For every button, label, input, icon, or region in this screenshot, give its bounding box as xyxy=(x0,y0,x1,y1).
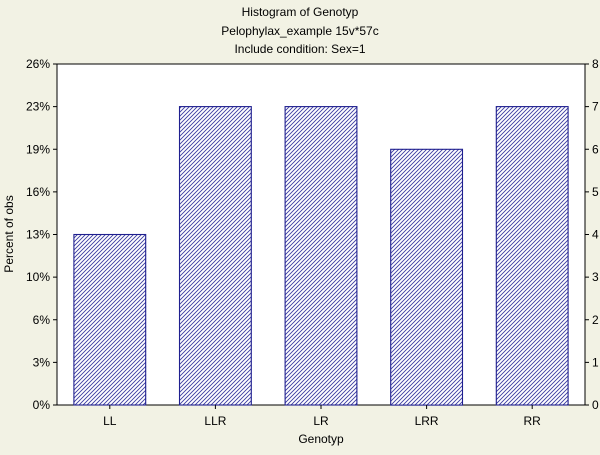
x-tick-label: LR xyxy=(313,414,329,428)
y-left-tick-label: 19% xyxy=(26,142,50,156)
y-right-tick-label: 8 xyxy=(592,57,599,71)
y-left-tick-label: 23% xyxy=(26,100,50,114)
x-axis-label: Genotyp xyxy=(298,432,344,446)
bar-ll xyxy=(73,233,147,406)
y-left-tick-label: 6% xyxy=(33,313,51,327)
y-axis-label: Percent of obs xyxy=(2,195,16,272)
bar-lrr xyxy=(390,148,464,406)
y-right-tick-label: 2 xyxy=(592,313,599,327)
y-right-tick-label: 6 xyxy=(592,142,599,156)
x-tick-label: LL xyxy=(103,414,117,428)
chart-subtitle-line-1: Pelophylax_example 15v*57c xyxy=(221,24,378,38)
y-right-tick-label: 5 xyxy=(592,185,599,199)
chart-title: Histogram of Genotyp xyxy=(242,5,359,19)
x-tick-label: LRR xyxy=(415,414,439,428)
bars-group xyxy=(73,106,569,406)
y-right-tick-label: 3 xyxy=(592,270,599,284)
y-right-tick-label: 0 xyxy=(592,398,599,412)
chart-subtitle-line-2: Include condition: Sex=1 xyxy=(234,42,365,56)
y-left-tick-label: 0% xyxy=(33,398,51,412)
y-axis-right: 0 1 2 3 4 5 6 7 8 xyxy=(585,57,599,412)
y-left-tick-label: 26% xyxy=(26,57,50,71)
x-tick-label: RR xyxy=(524,414,542,428)
bar-rr xyxy=(495,106,569,406)
y-right-tick-label: 4 xyxy=(592,228,599,242)
y-left-tick-label: 16% xyxy=(26,185,50,199)
y-right-tick-label: 7 xyxy=(592,100,599,114)
y-left-tick-label: 3% xyxy=(33,355,51,369)
bar-lr xyxy=(284,106,358,406)
y-axis-left: 0% 3% 6% 10% 13% 16% 19% 23% 26% xyxy=(26,57,57,412)
bar-llr xyxy=(178,106,252,406)
y-left-tick-label: 10% xyxy=(26,270,50,284)
y-left-tick-label: 13% xyxy=(26,228,50,242)
y-right-tick-label: 1 xyxy=(592,355,599,369)
x-axis: LL LLR LR LRR RR xyxy=(103,405,541,428)
x-tick-label: LLR xyxy=(204,414,226,428)
